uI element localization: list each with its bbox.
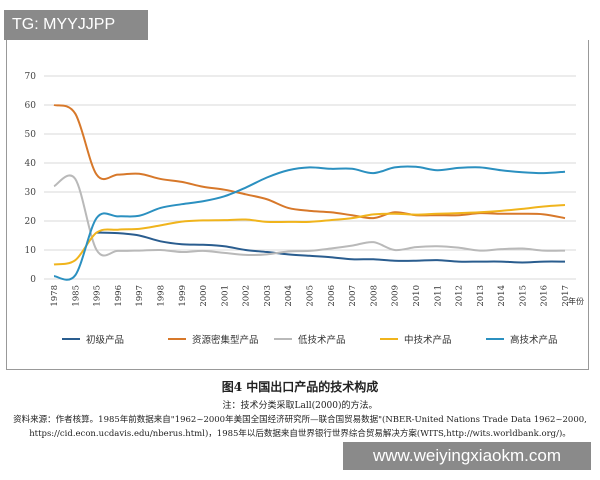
x-tick-label: 2014 [497, 285, 507, 307]
x-tick-label: 1985 [71, 285, 81, 307]
series-line-1 [96, 231, 566, 264]
series-line-5 [53, 165, 566, 281]
series-line-3 [53, 174, 566, 257]
line-chart: 0 10 20 30 40 50 60 70 1978 1985 1995 1996 1997 1998 1… [25, 72, 584, 346]
x-tick-label: 1999 [178, 285, 188, 307]
chart-frame [6, 40, 589, 370]
y-tick-label: 40 [25, 159, 37, 169]
legend-label: 低技术产品 [298, 334, 346, 346]
x-tick-label: 1995 [93, 285, 103, 307]
watermark-top: TG: MYYJJPP [4, 10, 148, 40]
figure-caption: 图4 中国出口产品的技术构成 注：技术分类采取Lall(2000)的方法。 资料… [0, 378, 600, 439]
x-tick-label: 1998 [156, 285, 166, 307]
y-tick-label: 20 [25, 217, 37, 227]
y-tick-label: 10 [25, 246, 37, 256]
x-tick-label: 2005 [306, 285, 316, 307]
x-tick-label: 2016 [540, 285, 550, 307]
figure-title: 图4 中国出口产品的技术构成 [221, 380, 379, 394]
x-tick-label: 2002 [242, 285, 252, 307]
source-line-2: https://cid.econ.ucdavis.edu/nberus.html… [29, 429, 571, 439]
x-tick-label: 2012 [455, 285, 465, 307]
x-tick-label: 2007 [348, 285, 358, 307]
source-line-1: 资料来源：作者核算。1985年前数据来自"1962~2000年美国全国经济研究所… [13, 415, 587, 425]
x-tick-label: 2003 [263, 285, 273, 307]
y-tick-label: 50 [25, 130, 37, 140]
x-tick-label: 2004 [284, 285, 294, 307]
legend-label: 中技术产品 [404, 334, 452, 346]
figure-note: 注：技术分类采取Lall(2000)的方法。 [222, 401, 378, 411]
y-tick-label: 70 [25, 72, 37, 82]
x-tick-label: 2009 [391, 285, 401, 307]
y-tick-label: 60 [25, 101, 37, 111]
x-tick-label: 2000 [199, 285, 209, 307]
x-tick-label: 1997 [135, 285, 145, 307]
legend-label: 资源密集型产品 [192, 334, 259, 346]
x-tick-label: 1996 [114, 285, 124, 307]
x-tick-label: 1978 [50, 285, 60, 307]
watermark-bottom: www.weiyingxiaokm.com [343, 442, 591, 470]
x-tick-label: 2008 [369, 285, 379, 307]
legend-label: 初级产品 [86, 334, 124, 346]
series-line-4 [53, 204, 566, 266]
x-axis-label: 年份 [568, 296, 584, 306]
y-tick-label: 30 [25, 188, 37, 198]
x-tick-label: 2015 [518, 285, 528, 307]
legend-label: 高技术产品 [510, 334, 558, 346]
series-line-2 [53, 104, 566, 220]
x-tick-label: 2001 [220, 285, 230, 307]
x-tick-label: 2010 [412, 285, 422, 307]
x-tick-label: 2013 [476, 285, 486, 307]
x-tick-label: 2011 [433, 285, 443, 307]
x-tick-label: 2006 [327, 285, 337, 307]
y-tick-label: 0 [30, 275, 36, 285]
x-tick-label: 2017 [561, 285, 571, 307]
